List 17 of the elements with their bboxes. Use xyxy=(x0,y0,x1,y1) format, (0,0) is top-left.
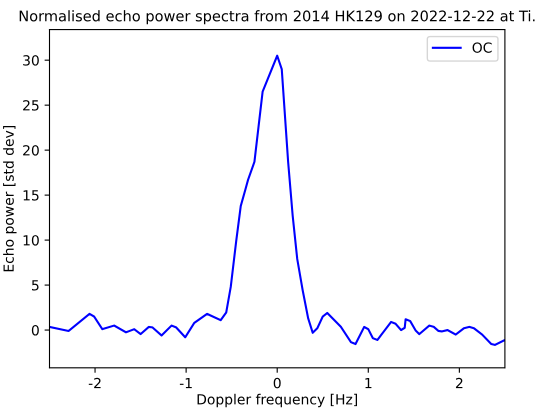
y-tick-label: 25 xyxy=(23,100,39,111)
x-tick-label: 1 xyxy=(365,378,372,388)
y-axis-title: Echo power [std dev] xyxy=(3,126,17,272)
line-series xyxy=(50,54,505,346)
x-axis-title: Doppler frequency [Hz] xyxy=(198,394,357,408)
y-tick-label: 15 xyxy=(24,190,39,201)
y-tick-label: 20 xyxy=(23,145,39,156)
y-tick-label: 30 xyxy=(23,55,39,66)
y-tick-label: 0 xyxy=(32,325,39,336)
chart-title: Normalised echo power spectra from 2014 HK129 on 2022-12-22 at Ti. xyxy=(20,10,535,24)
y-tick-label: 10 xyxy=(24,235,39,246)
x-tick-label: -1 xyxy=(180,378,192,388)
legend-label: OC xyxy=(472,42,492,53)
y-tick-label: 5 xyxy=(32,280,39,291)
x-tick-label: 0 xyxy=(274,378,281,388)
x-tick-label: -2 xyxy=(88,378,101,388)
x-tick-label: 2 xyxy=(456,378,462,388)
